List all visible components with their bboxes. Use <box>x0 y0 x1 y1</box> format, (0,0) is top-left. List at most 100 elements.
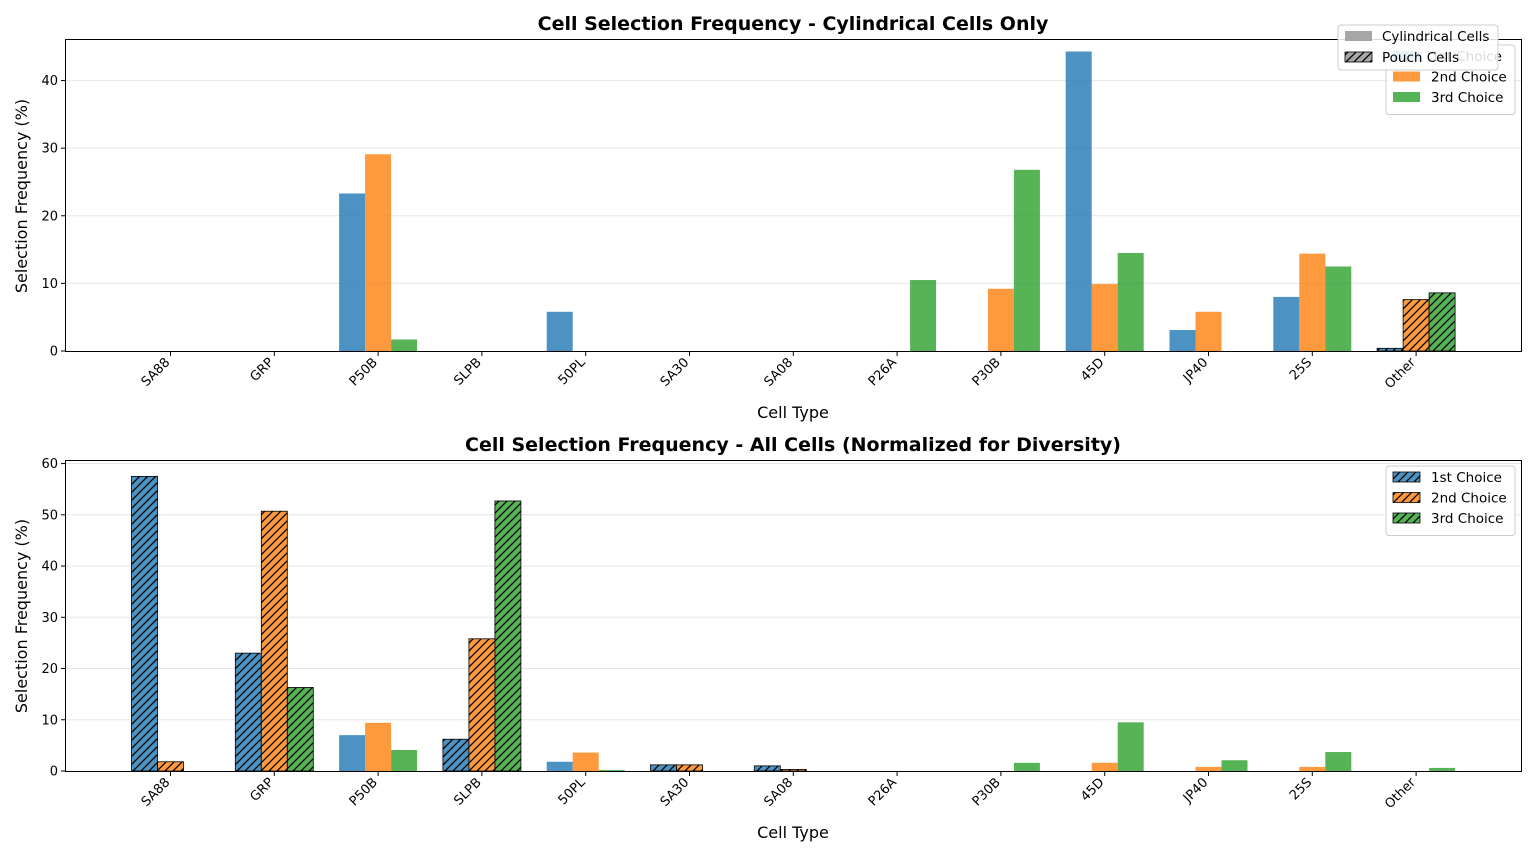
x-tick-label: GRP <box>247 775 277 805</box>
y-axis-label: Selection Frequency (%) <box>12 99 31 293</box>
bar-2nd-choice-25s <box>1299 766 1326 771</box>
legend-swatch-hatch <box>1392 512 1421 524</box>
y-tick-label: 0 <box>50 765 58 780</box>
legend-swatch-hatch <box>1392 471 1421 483</box>
legend-label: 3rd Choice <box>1431 90 1503 106</box>
bar-2nd-choice-p50b <box>365 154 392 351</box>
bar-1st-choice-45d <box>1065 51 1092 352</box>
y-gridlines <box>66 80 1521 284</box>
bar-2nd-choice-jp40 <box>1195 311 1222 351</box>
bar-1st-choice-25s <box>1273 296 1300 351</box>
cell-type-legend: Cylindrical Cells Pouch Cells <box>1337 24 1499 71</box>
x-tick-label: JP40 <box>1180 775 1211 806</box>
x-tick-label: P50B <box>347 355 381 389</box>
bar-3rd-choice-p30b <box>1013 762 1040 771</box>
x-axis-ticks: SA88 GRP P50B SLPB 50PL SA30 SA08 P26A P30B 45D JP… <box>139 771 1419 812</box>
bar-hatch-overlay <box>494 500 522 772</box>
bar-3rd-choice-other <box>1429 767 1456 771</box>
bar-hatch-overlay <box>650 764 677 772</box>
y-tick-label: 20 <box>41 662 58 677</box>
bar-3rd-choice-25s <box>1325 266 1352 351</box>
bar-2nd-choice-45d <box>1091 762 1118 771</box>
y-tick-label: 30 <box>41 142 58 157</box>
x-tick-label: JP40 <box>1180 355 1211 386</box>
x-tick-label: SA30 <box>658 775 693 810</box>
bar-hatch-overlay <box>753 765 781 772</box>
y-tick-label: 40 <box>41 560 58 575</box>
bar-2nd-choice-p50b <box>365 722 392 771</box>
x-tick-label: P30B <box>970 355 1004 389</box>
x-tick-label: Other <box>1382 775 1419 812</box>
bar-hatch-overlay <box>468 638 496 772</box>
x-tick-label: SLPB <box>451 355 484 388</box>
x-axis-label: Cell Type <box>757 403 829 422</box>
legend-swatch-hatch <box>1392 492 1421 503</box>
y-tick-label: 60 <box>41 457 58 472</box>
y-tick-label: 10 <box>41 713 58 728</box>
bar-3rd-choice-45d <box>1117 252 1144 351</box>
y-axis-ticks: 0 10 20 30 40 50 60 <box>41 457 66 780</box>
legend-swatch <box>1345 31 1372 41</box>
y-axis-label: Selection Frequency (%) <box>12 519 31 713</box>
bar-3rd-choice-p50b <box>391 749 418 771</box>
x-tick-label: 25S <box>1287 775 1315 803</box>
y-tick-label: 50 <box>41 508 58 523</box>
y-tick-label: 20 <box>41 209 58 224</box>
bar-hatch-overlay <box>1428 292 1456 352</box>
bar-3rd-choice-p30b <box>1013 169 1040 351</box>
x-tick-label: P26A <box>866 355 900 389</box>
bar-3rd-choice-45d <box>1117 722 1144 771</box>
x-tick-label: SA88 <box>139 355 174 390</box>
legend-swatch-hatch <box>1344 51 1373 63</box>
x-axis-ticks: SA88 GRP P50B SLPB 50PL SA30 SA08 P26A P30B 45D JP… <box>139 351 1419 392</box>
bar-2nd-choice-p30b <box>987 288 1014 351</box>
x-tick-label: 50PL <box>556 355 590 389</box>
bar-group <box>339 51 1456 352</box>
chart-all-cells: Cell Selection Frequency - All Cells (No… <box>12 434 1522 842</box>
legend-swatch <box>1393 92 1420 102</box>
chart-cylindrical-cells: Cell Selection Frequency - Cylindrical C… <box>12 13 1522 422</box>
bar-hatch-overlay <box>779 769 807 772</box>
bar-hatch-overlay <box>1376 347 1404 352</box>
bar-1st-choice-p50b <box>339 193 366 351</box>
chart-title: Cell Selection Frequency - All Cells (No… <box>465 434 1121 456</box>
chart-title: Cell Selection Frequency - Cylindrical C… <box>538 13 1049 35</box>
x-tick-label: SA08 <box>762 775 797 810</box>
legend-label: 2nd Choice <box>1431 70 1507 86</box>
bar-3rd-choice-p50b <box>391 339 418 351</box>
bar-hatch-overlay <box>234 652 262 772</box>
bar-hatch-overlay <box>157 761 184 772</box>
bar-hatch-overlay <box>676 764 703 772</box>
y-tick-label: 30 <box>41 611 58 626</box>
x-tick-label: SA30 <box>658 355 693 390</box>
x-tick-label: Other <box>1382 355 1419 392</box>
y-tick-label: 0 <box>50 345 58 360</box>
y-axis-ticks: 0 10 20 30 40 <box>41 74 66 360</box>
bar-1st-choice-50pl <box>546 761 573 771</box>
x-tick-label: 50PL <box>556 775 590 809</box>
y-tick-label: 10 <box>41 277 58 292</box>
x-tick-label: 45D <box>1078 775 1107 804</box>
bar-hatch-overlay <box>260 510 288 772</box>
y-tick-label: 40 <box>41 74 58 89</box>
bar-hatch-overlay <box>442 738 470 772</box>
x-tick-label: 25S <box>1287 355 1315 383</box>
x-tick-label: SA88 <box>139 775 174 810</box>
bar-2nd-choice-45d <box>1091 284 1118 351</box>
x-tick-label: GRP <box>247 355 277 385</box>
bar-2nd-choice-jp40 <box>1195 766 1222 771</box>
bar-3rd-choice-25s <box>1325 752 1352 771</box>
legend-label: Pouch Cells <box>1382 50 1459 66</box>
bar-1st-choice-jp40 <box>1169 330 1196 351</box>
x-axis-label: Cell Type <box>757 823 829 842</box>
legend-box <box>1337 24 1499 71</box>
bar-3rd-choice-50pl <box>598 769 625 771</box>
bar-3rd-choice-jp40 <box>1221 760 1248 771</box>
bar-hatch-overlay <box>1402 299 1430 352</box>
bar-1st-choice-p50b <box>339 735 366 771</box>
x-tick-label: P30B <box>970 775 1004 809</box>
legend-swatch <box>1393 71 1420 82</box>
x-tick-label: SLPB <box>451 775 484 808</box>
x-tick-label: SA08 <box>762 355 797 390</box>
